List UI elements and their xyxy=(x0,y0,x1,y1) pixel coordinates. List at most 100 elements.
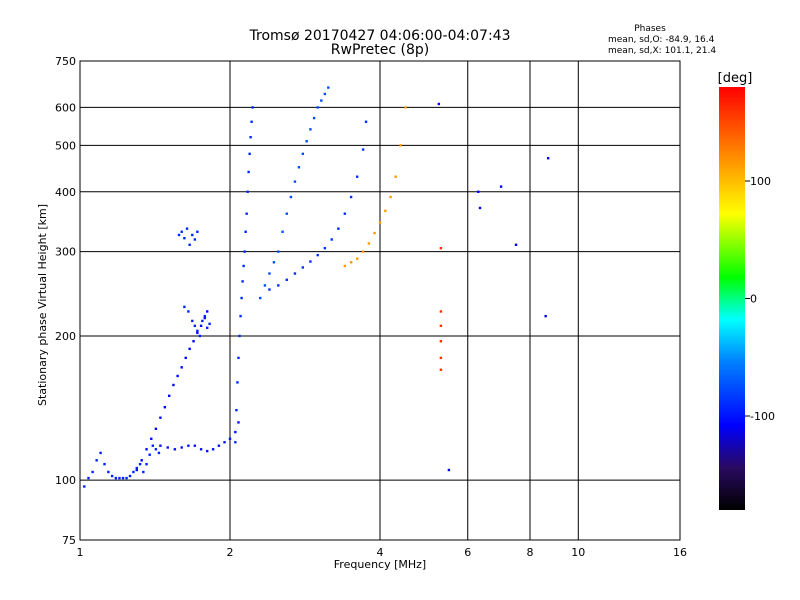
data-point xyxy=(309,260,312,263)
data-point xyxy=(330,238,333,241)
stats-line-1: mean, sd,O: -84.9, 16.4 xyxy=(608,35,715,45)
data-point xyxy=(154,448,158,451)
data-point xyxy=(196,230,199,233)
data-point xyxy=(193,324,197,328)
data-point xyxy=(188,347,191,351)
data-point xyxy=(437,102,441,106)
data-point xyxy=(312,116,316,120)
data-point xyxy=(323,92,327,96)
data-point xyxy=(166,446,169,449)
data-point xyxy=(238,334,241,338)
y-tick-label: 200 xyxy=(55,330,76,343)
data-point xyxy=(394,175,397,178)
data-point xyxy=(320,99,323,102)
data-point xyxy=(477,190,480,193)
data-point xyxy=(150,437,153,440)
data-point xyxy=(114,476,118,480)
data-point xyxy=(135,466,138,470)
data-point xyxy=(235,408,238,412)
data-point xyxy=(87,476,90,480)
data-point xyxy=(281,230,284,233)
data-point xyxy=(277,250,280,253)
data-point xyxy=(245,212,248,215)
data-point xyxy=(439,368,443,371)
data-point xyxy=(191,319,194,323)
colorbar-tick-label: 0 xyxy=(750,293,757,306)
data-point xyxy=(439,246,443,250)
data-point xyxy=(263,284,267,287)
data-point xyxy=(244,230,247,233)
data-point xyxy=(83,485,86,488)
data-point xyxy=(99,451,102,455)
data-point xyxy=(177,233,181,237)
data-point xyxy=(349,261,353,264)
data-point xyxy=(145,462,148,466)
data-point xyxy=(180,230,183,233)
data-point xyxy=(128,474,132,478)
data-point xyxy=(251,106,254,109)
data-point xyxy=(183,305,186,309)
data-point xyxy=(157,451,161,455)
data-point xyxy=(237,356,240,360)
data-point xyxy=(223,441,226,444)
data-point xyxy=(241,280,244,283)
data-point xyxy=(378,221,382,224)
data-point xyxy=(546,157,550,160)
data-point xyxy=(159,416,162,419)
data-point xyxy=(259,296,262,300)
y-ticks: 75 100 200 300 400 500 600 750 xyxy=(55,55,76,547)
data-point xyxy=(309,128,312,131)
data-point xyxy=(192,340,195,343)
data-point xyxy=(242,264,245,268)
data-point xyxy=(110,474,114,478)
y-axis-label: Stationary phase Virtual Height [km] xyxy=(36,204,49,406)
data-point xyxy=(439,340,443,343)
data-point xyxy=(343,264,347,268)
data-point xyxy=(140,459,143,462)
data-point xyxy=(293,180,297,183)
data-point xyxy=(384,209,387,213)
data-point xyxy=(268,272,271,275)
data-point xyxy=(248,152,251,156)
data-point xyxy=(343,212,347,215)
data-point xyxy=(228,437,232,440)
data-point xyxy=(323,246,327,250)
data-point xyxy=(389,195,392,199)
x-tick-label: 6 xyxy=(464,546,471,559)
data-point xyxy=(176,374,179,378)
data-point xyxy=(205,449,209,453)
chart-title: Tromsø 20170427 04:06:00-04:07:43 xyxy=(249,28,511,44)
data-point xyxy=(159,444,162,447)
data-point xyxy=(236,381,239,384)
x-axis-label: Frequency [MHz] xyxy=(334,558,426,571)
y-tick-label: 400 xyxy=(55,186,76,199)
data-point xyxy=(404,106,407,109)
data-point xyxy=(184,356,187,360)
data-point xyxy=(272,261,276,264)
data-point xyxy=(478,206,482,210)
stats-heading: Phases xyxy=(634,24,666,34)
data-point xyxy=(249,135,252,139)
data-point xyxy=(285,212,288,215)
data-point xyxy=(237,421,240,424)
data-point xyxy=(277,284,280,287)
colorbar-label: [deg] xyxy=(718,71,753,86)
data-point xyxy=(361,148,365,151)
data-point xyxy=(316,106,319,109)
data-point xyxy=(247,170,250,174)
data-point xyxy=(167,394,171,398)
x-tick-label: 1 xyxy=(77,546,84,559)
x-ticks: 1 2 4 6 8 10 16 xyxy=(77,546,688,559)
x-tick-label: 2 xyxy=(227,546,234,559)
data-point xyxy=(305,140,308,143)
data-point xyxy=(373,231,376,235)
data-point xyxy=(145,448,148,451)
data-point xyxy=(544,314,547,318)
data-point xyxy=(316,253,319,257)
data-point xyxy=(201,319,204,323)
data-point xyxy=(337,227,340,230)
data-point xyxy=(203,314,206,318)
data-point xyxy=(193,444,197,447)
data-point xyxy=(246,190,249,193)
data-point xyxy=(268,288,271,291)
